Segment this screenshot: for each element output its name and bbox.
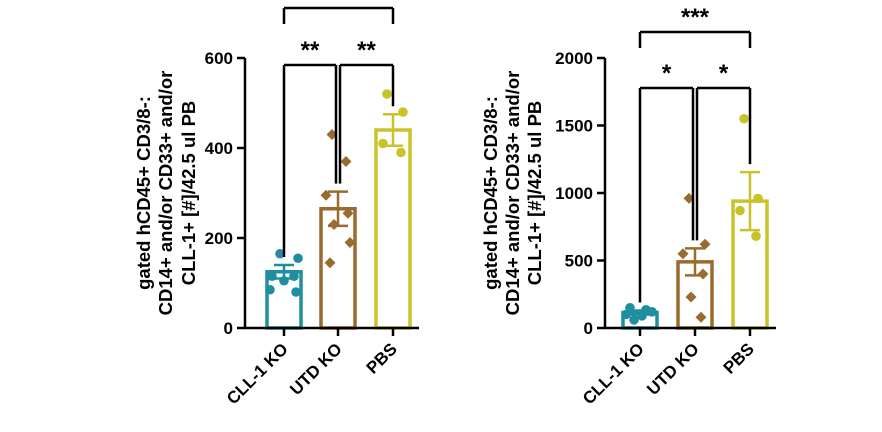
- data-point: [378, 138, 388, 149]
- data-point: [753, 193, 763, 204]
- data-point: [695, 311, 707, 323]
- x-tick-label: UTD KO: [643, 339, 703, 399]
- data-point: [328, 219, 340, 230]
- data-point: [344, 237, 356, 248]
- chart-panel-1: gated hCD45+ CD3/8-: CD14+ and/or CD33+ a…: [133, 6, 419, 408]
- data-point: [739, 113, 749, 124]
- y-axis-label-line: gated hCD45+ CD3/8-:: [133, 96, 154, 290]
- x-tick-label: PBS: [363, 339, 401, 377]
- data-point: [751, 231, 761, 241]
- y-tick-label: 1500: [555, 117, 593, 136]
- data-point: [382, 89, 392, 99]
- data-point: [398, 107, 408, 117]
- data-point: [342, 207, 354, 219]
- significance-label: **: [301, 37, 320, 64]
- data-point: [697, 268, 709, 280]
- significance-label: ***: [681, 4, 710, 31]
- chart-panel-2: gated hCD45+ CD3/8-: CD14+ and/or CD33+ a…: [480, 4, 776, 408]
- data-point: [275, 248, 285, 259]
- x-tick-label: CLL-1 KO: [223, 339, 292, 408]
- y-axis-label-line: CD14+ and/or CD33+ and/or: [502, 71, 523, 316]
- data-point: [279, 275, 289, 286]
- data-point: [647, 307, 657, 317]
- data-point: [320, 189, 332, 201]
- data-point: [699, 238, 711, 250]
- bar-3: [374, 128, 412, 330]
- y-axis-label-line: CD14+ and/or CD33+ and/or: [155, 71, 176, 316]
- data-point: [685, 291, 697, 303]
- y-axis-label-line: CLL-1+ [#]/42.5 ul PB: [524, 101, 545, 286]
- y-tick-label: 0: [224, 319, 233, 338]
- data-point: [293, 253, 303, 264]
- significance-label: *: [719, 60, 729, 87]
- y-axis-label-line: CLL-1+ [#]/42.5 ul PB: [178, 101, 199, 286]
- y-tick-label: 400: [205, 139, 233, 158]
- y-tick-label: 2000: [555, 49, 593, 68]
- x-tick-label: CLL-1 KO: [579, 339, 648, 408]
- data-point: [396, 147, 406, 158]
- y-axis-label-line: gated hCD45+ CD3/8-:: [480, 96, 501, 290]
- y-tick-label: 500: [565, 252, 593, 271]
- y-tick-label: 1000: [555, 184, 593, 203]
- data-point: [621, 309, 631, 320]
- x-tick-label: UTD KO: [286, 339, 346, 399]
- data-point: [265, 284, 275, 295]
- data-point: [637, 311, 647, 321]
- data-point: [735, 205, 745, 216]
- data-point: [629, 315, 639, 325]
- data-point: [324, 257, 336, 269]
- data-point: [267, 271, 277, 282]
- significance-label: **: [357, 37, 376, 64]
- y-tick-label: 200: [205, 229, 233, 248]
- data-point: [677, 248, 689, 260]
- significance-label: *: [662, 60, 672, 87]
- x-tick-label: PBS: [720, 339, 758, 377]
- data-point: [291, 287, 301, 297]
- data-point: [340, 156, 352, 167]
- y-tick-label: 0: [584, 319, 593, 338]
- y-tick-label: 600: [205, 49, 233, 68]
- data-point: [289, 271, 299, 282]
